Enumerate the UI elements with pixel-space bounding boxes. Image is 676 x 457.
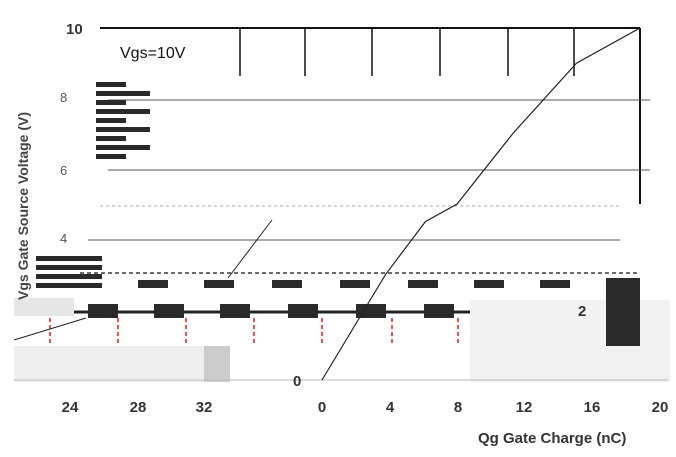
band-block (288, 304, 318, 318)
band-block (154, 304, 184, 318)
x-tick-label: 28 (130, 399, 147, 416)
red-dash-markers (49, 318, 459, 346)
x-axis-title: Qg Gate Charge (nC) (478, 430, 626, 447)
stripe (36, 265, 102, 270)
stripe (96, 154, 126, 159)
band-block (408, 280, 438, 288)
band-block (340, 280, 370, 288)
band-block-light (14, 298, 74, 316)
x-tick-label: 12 (516, 399, 533, 416)
band-block (204, 280, 234, 288)
stripe (96, 145, 150, 150)
y-tick-6: 6 (60, 163, 67, 178)
band-block (356, 304, 386, 318)
stripe (36, 256, 102, 261)
y-tick-8: 8 (60, 90, 67, 105)
band-block (220, 304, 250, 318)
top-tick-marks (239, 28, 575, 76)
x-tick-label: 0 (318, 399, 326, 416)
series-line-echo (13, 317, 87, 341)
band-block (540, 280, 570, 288)
x-tick-label: 24 (62, 399, 79, 416)
stripe (96, 82, 126, 87)
right-dark-block (606, 278, 640, 346)
band-block (424, 304, 454, 318)
series-layer (13, 27, 641, 381)
stripe (36, 283, 102, 288)
stripe (96, 91, 150, 96)
band-block (88, 304, 118, 318)
y-tick-2: 2 (578, 303, 586, 320)
y-tick-10: 10 (66, 21, 83, 38)
y-tick-4: 4 (60, 231, 67, 246)
left-stripe-block (36, 82, 150, 288)
stripe (96, 136, 126, 141)
x-tick-label: 32 (196, 399, 213, 416)
upper-frame (100, 27, 641, 204)
x-tick-label: 16 (584, 399, 601, 416)
series-line (321, 27, 641, 381)
series-line-echo (227, 219, 273, 279)
dashed-band-blocks (14, 280, 570, 318)
bottom-left-panel (14, 346, 214, 382)
stripe (96, 127, 150, 132)
bottom-left-block (204, 346, 230, 382)
x-tick-label: 4 (386, 399, 395, 416)
vgs-annotation: Vgs=10V (120, 45, 186, 62)
stripe (36, 274, 102, 279)
stripe (96, 109, 150, 114)
band-block (138, 280, 168, 288)
stripe (96, 118, 126, 123)
y-tick-0: 0 (293, 373, 301, 390)
band-block (272, 280, 302, 288)
x-tick-label: 8 (454, 399, 462, 416)
y-axis-label: Vgs Gate Source Voltage (V) (15, 112, 31, 300)
stripe (96, 100, 126, 105)
band-block (474, 280, 504, 288)
x-tick-labels: 24 28 32 0 4 8 12 16 20 (62, 399, 669, 416)
x-tick-label: 20 (652, 399, 669, 416)
